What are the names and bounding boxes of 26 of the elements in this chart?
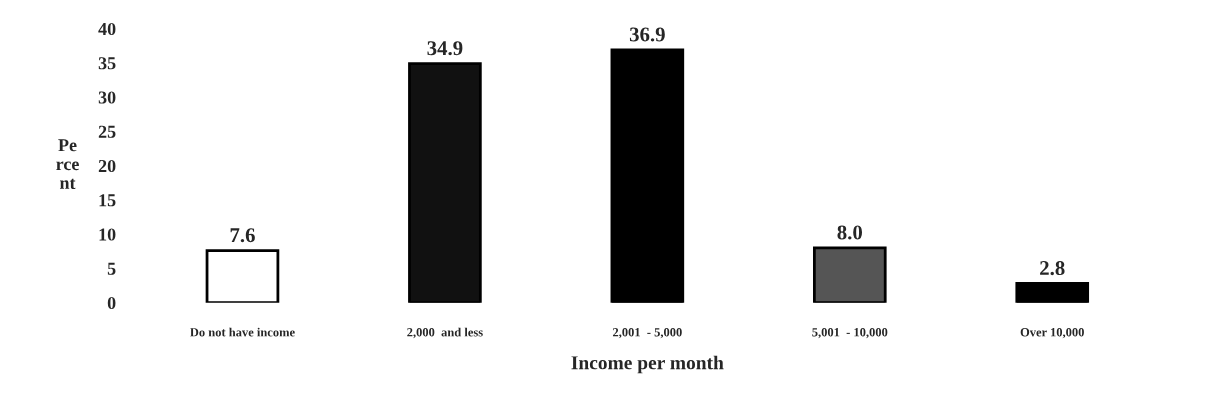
y-tick-label: 40 (98, 22, 116, 36)
y-tick-label: 15 (99, 194, 116, 207)
data-label: 8.0 (837, 225, 863, 240)
x-tick-label: Do not have income (190, 327, 295, 337)
bar (205, 249, 280, 303)
bar (408, 62, 482, 303)
y-axis-title: Pe rce nt (56, 139, 79, 190)
data-label: 34.9 (427, 41, 463, 56)
y-tick-label: 0 (107, 296, 116, 310)
y-tick-label: 25 (98, 125, 116, 138)
x-tick-label: Over 10,000 (1020, 328, 1084, 339)
data-label: 2.8 (1040, 261, 1065, 276)
y-tick-label: 10 (99, 228, 116, 241)
x-tick-label: 2,000 and less (407, 327, 483, 339)
x-tick-label: 2,001 - 5,000 (612, 328, 682, 339)
bar (610, 48, 685, 303)
data-label: 7.6 (230, 228, 255, 243)
x-axis-title: Income per month (571, 355, 724, 374)
y-tick-label: 30 (98, 91, 116, 104)
x-tick-label: 5,001 - 10,000 (812, 328, 888, 339)
y-tick-label: 35 (98, 57, 116, 70)
bar (1015, 282, 1090, 303)
y-tick-label: 5 (107, 262, 116, 275)
y-tick-label: 20 (98, 159, 116, 173)
bar (812, 246, 887, 303)
data-label: 36.9 (629, 27, 665, 42)
